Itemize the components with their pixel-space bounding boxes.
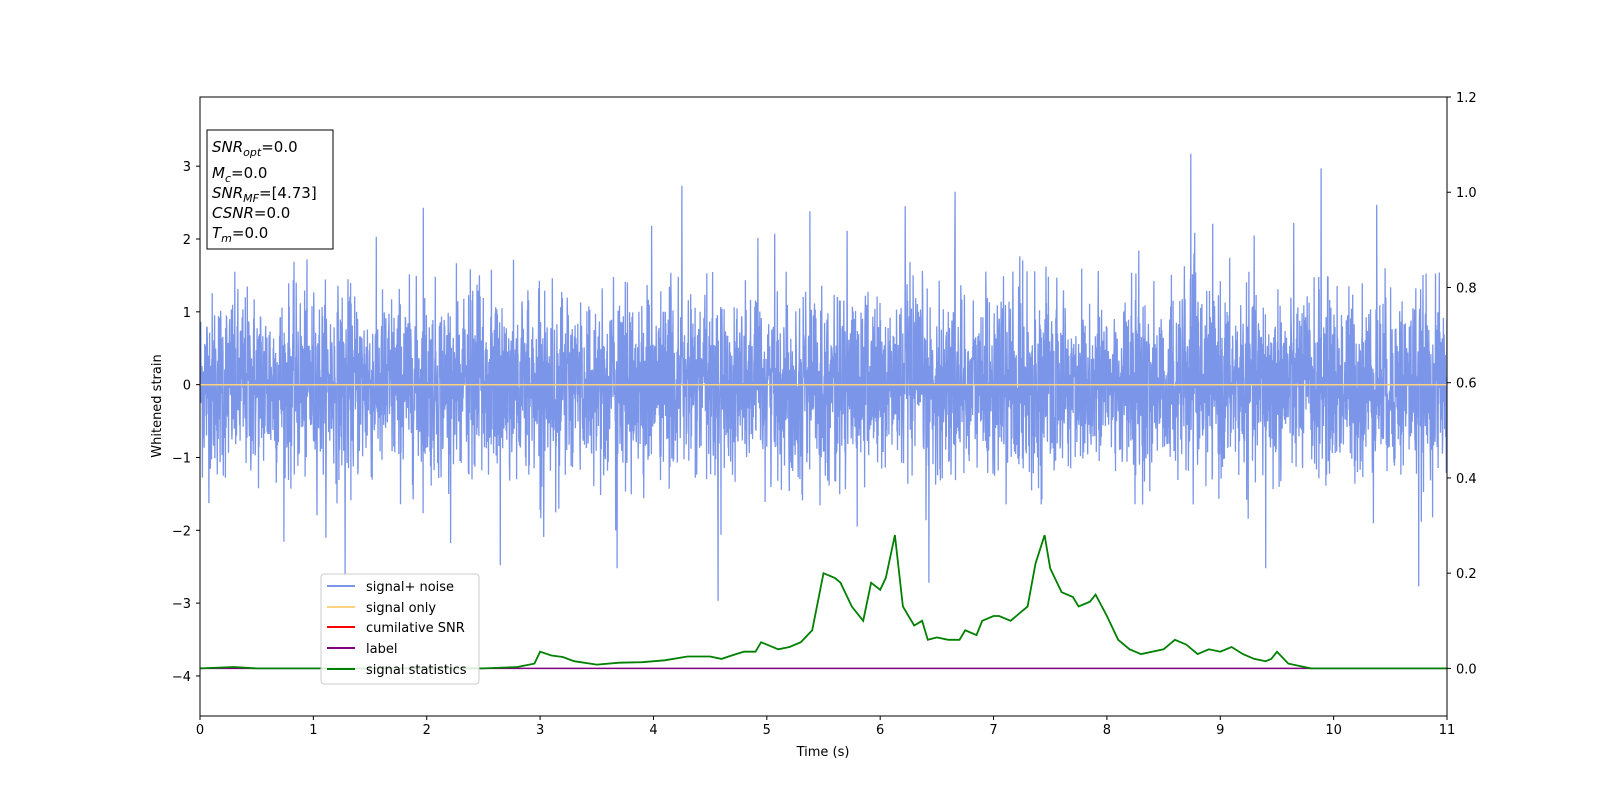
legend-entry-label: label: [327, 642, 397, 657]
x-tick-label: 7: [989, 723, 997, 738]
x-axis: 0 1 2 3 4 5 6 7 8 9 10 11: [196, 716, 1455, 738]
y-tick-label: 1: [183, 306, 191, 321]
stats-tm: Tm=0.0: [212, 224, 268, 245]
stats-snr-opt: SNRopt=0.0: [212, 138, 298, 159]
y2-tick-label: 0.0: [1456, 662, 1477, 677]
stats-csnr: CSNR=0.0: [212, 204, 290, 222]
y2-tick-label: 1.0: [1456, 186, 1477, 201]
legend-entry-signal-statistics: signal statistics: [327, 663, 467, 678]
legend-frame: [320, 573, 480, 685]
legend-label-cumilative-snr: cumilative SNR: [366, 621, 465, 636]
legend: signal+ noise signal only cumilative SNR…: [320, 573, 480, 685]
legend-label-signal-noise: signal+ noise: [366, 580, 454, 595]
legend-entry-signal-only: signal only: [327, 601, 436, 616]
y2-tick-label: 0.8: [1456, 281, 1477, 296]
x-axis-label: Time (s): [796, 745, 850, 760]
y-tick-label: −4: [172, 670, 191, 685]
y-axis-left: −4 −3 −2 −1 0 1 2 3: [172, 160, 200, 685]
x-tick-label: 9: [1216, 723, 1224, 738]
x-tick-label: 0: [196, 723, 204, 738]
y2-tick-label: 1.2: [1456, 91, 1477, 106]
series-signal-statistics: [200, 534, 1447, 670]
y-tick-label: −2: [172, 524, 191, 539]
x-tick-label: 2: [423, 723, 431, 738]
x-tick-label: 5: [763, 723, 771, 738]
legend-label-label: label: [366, 642, 397, 657]
x-tick-label: 11: [1439, 723, 1456, 738]
x-tick-label: 6: [876, 723, 884, 738]
stats-mc: Mc=0.0: [212, 164, 267, 185]
y-axis-label: Whitened strain: [150, 354, 165, 457]
x-tick-label: 1: [309, 723, 317, 738]
y-axis-right: 0.0 0.2 0.4 0.6 0.8 1.0 1.2: [1447, 91, 1477, 677]
x-tick-label: 10: [1325, 723, 1342, 738]
x-tick-label: 4: [649, 723, 657, 738]
stats-snr-mf: SNRMF=[4.73]: [212, 184, 317, 205]
axes-frame: [199, 96, 1448, 717]
legend-entry-cumilative-snr: cumilative SNR: [327, 621, 465, 636]
y-tick-label: 2: [183, 233, 191, 248]
y2-tick-label: 0.6: [1456, 377, 1477, 392]
legend-label-signal-only: signal only: [366, 601, 436, 616]
series-signal-noise: [200, 153, 1447, 601]
y-tick-label: 3: [183, 160, 191, 175]
y-tick-label: 0: [183, 379, 191, 394]
legend-entry-signal-noise: signal+ noise: [327, 580, 454, 595]
stats-textbox-frame: [206, 129, 334, 250]
y-tick-label: −1: [172, 451, 191, 466]
x-tick-label: 8: [1103, 723, 1111, 738]
y-tick-label: −3: [172, 597, 191, 612]
stats-textbox: SNRopt=0.0 Mc=0.0 SNRMF=[4.73] CSNR=0.0 …: [206, 129, 334, 250]
x-tick-label: 3: [536, 723, 544, 738]
y2-tick-label: 0.2: [1456, 567, 1477, 582]
legend-label-signal-statistics: signal statistics: [366, 663, 467, 678]
y2-tick-label: 0.4: [1456, 472, 1477, 487]
